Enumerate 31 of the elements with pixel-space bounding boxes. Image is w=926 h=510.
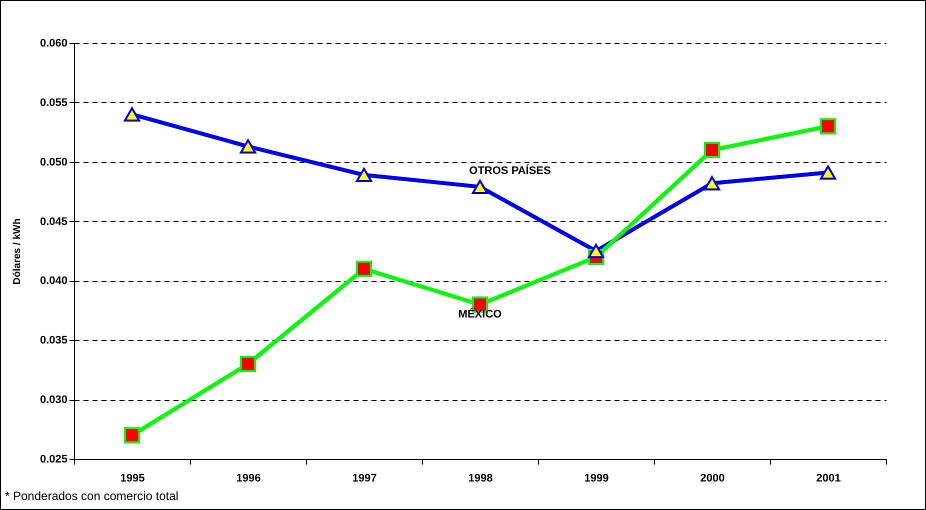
y-tick-label: 0.040 — [40, 275, 68, 288]
series-label: MÉXICO — [458, 307, 502, 320]
x-tick-label: 1996 — [236, 472, 261, 484]
y-tick-label: 0.035 — [40, 334, 68, 347]
point — [356, 260, 372, 277]
point — [704, 176, 720, 190]
y-axis-title: Dólares / kWh — [12, 218, 23, 285]
y-tick-label: 0.050 — [40, 156, 68, 168]
point — [240, 139, 256, 154]
point — [820, 118, 836, 134]
point — [240, 356, 256, 372]
x-tick-label: 1997 — [352, 472, 377, 484]
point — [472, 180, 488, 194]
point — [356, 168, 372, 182]
x-tick-label: 1999 — [584, 472, 609, 484]
point — [820, 165, 836, 180]
x-tick-label: 1998 — [468, 472, 493, 484]
y-tick-label: 0.045 — [40, 216, 68, 228]
series-label: OTROS PAÍSES — [469, 164, 551, 177]
y-tick-label: 0.025 — [40, 454, 68, 466]
point — [124, 107, 140, 122]
x-tick-label: 1995 — [120, 472, 145, 484]
x-tick-label: 2001 — [816, 472, 841, 484]
x-tick-label: 2000 — [700, 472, 725, 484]
point — [124, 427, 140, 444]
point — [704, 142, 720, 158]
point — [588, 244, 604, 258]
text: * Ponderados con comercio total — [5, 489, 178, 503]
y-tick-label: 0.060 — [40, 38, 68, 50]
y-tick-label: 0.030 — [40, 394, 68, 406]
y-tick-label: 0.055 — [40, 96, 68, 109]
